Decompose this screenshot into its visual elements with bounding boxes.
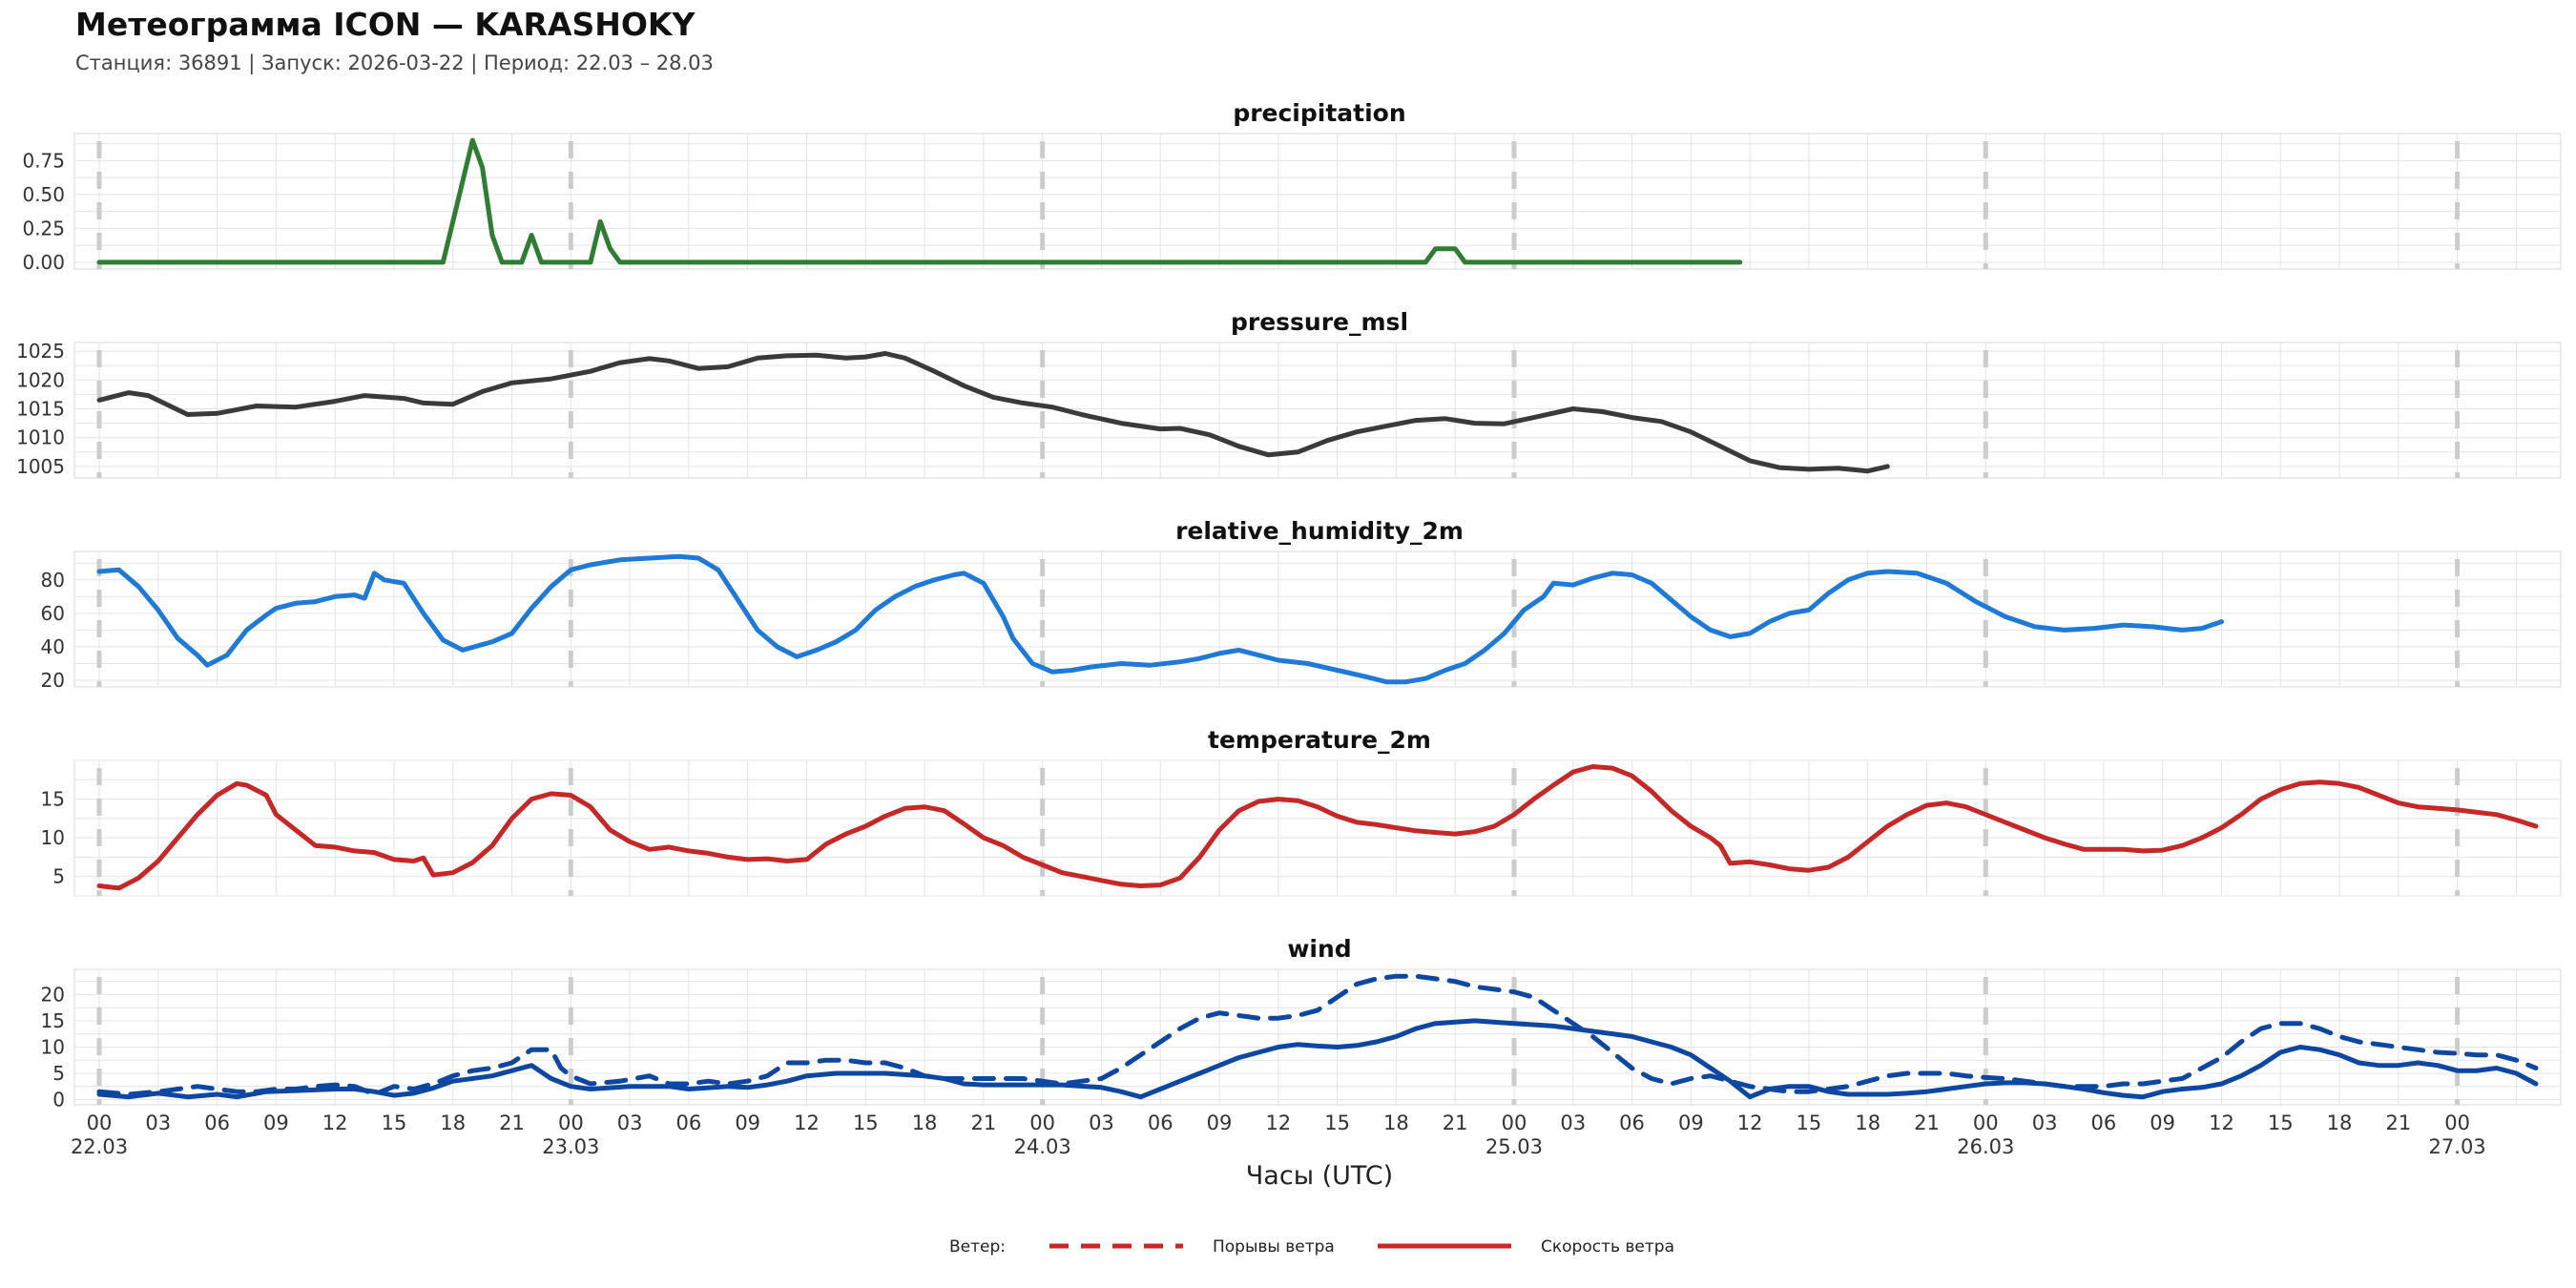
x-tick-hour: 15 (853, 1111, 879, 1134)
y-tick-label: 40 (41, 635, 65, 658)
y-tick-label: 5 (52, 865, 65, 888)
legend-gusts-label: Порывы ветра (1213, 1237, 1335, 1257)
panel-precipitation: precipitation 0.00 0.25 0.50 0.75 (22, 99, 2562, 274)
x-tick-hour: 21 (1914, 1111, 1940, 1134)
x-tick-day: 26.03 (1957, 1135, 2014, 1158)
x-tick-hour: 06 (1619, 1111, 1645, 1134)
x-tick-hour: 09 (1678, 1111, 1704, 1134)
x-tick-hour: 18 (1855, 1111, 1880, 1134)
plot-area (73, 342, 2562, 479)
x-tick-hour: 00 (558, 1111, 584, 1134)
x-tick-hour: 12 (2209, 1111, 2234, 1134)
x-tick-hour: 21 (499, 1111, 525, 1134)
x-tick-hour: 12 (1737, 1111, 1763, 1134)
x-axis-label: Часы (UTC) (1246, 1161, 1393, 1191)
series-line-solid (96, 1018, 2539, 1100)
x-tick-hour: 03 (145, 1111, 171, 1134)
x-tick-hour: 15 (2268, 1111, 2294, 1134)
y-tick-label: 60 (41, 602, 65, 625)
legend-title: Ветер: (949, 1237, 1006, 1257)
x-tick-hour: 03 (1089, 1111, 1114, 1134)
x-tick-hour: 09 (1207, 1111, 1233, 1134)
x-tick-hour: 06 (2091, 1111, 2117, 1134)
x-tick-hour: 18 (1383, 1111, 1409, 1134)
x-tick-hour: 21 (970, 1111, 996, 1134)
x-tick-hour: 09 (2150, 1111, 2175, 1134)
x-tick-hour: 12 (1265, 1111, 1291, 1134)
x-tick-hour: 12 (794, 1111, 820, 1134)
panel-pressure_msl: pressure_msl 1005 1010 1015 1020 1025 (16, 308, 2562, 479)
y-tick-label: 0.50 (22, 183, 65, 206)
y-tick-label: 15 (41, 788, 65, 811)
series-line-solid (96, 764, 2539, 891)
panel-title: relative_humidity_2m (1175, 517, 1464, 545)
x-tick-hour: 06 (676, 1111, 702, 1134)
series-line-solid (96, 351, 1890, 474)
y-tick-label: 1015 (16, 397, 65, 420)
panel-title: temperature_2m (1208, 726, 1431, 754)
panel-title: wind (1287, 935, 1351, 963)
x-tick-hour: 12 (322, 1111, 348, 1134)
x-tick-day: 23.03 (542, 1135, 599, 1158)
page-title: Метеограмма ICON — KARASHOKY (75, 6, 696, 43)
x-tick-hour: 18 (912, 1111, 938, 1134)
y-tick-label: 5 (52, 1062, 65, 1085)
x-tick-hour: 09 (263, 1111, 289, 1134)
x-tick-hour: 03 (2032, 1111, 2058, 1134)
y-tick-label: 15 (41, 1009, 65, 1032)
x-tick-hour: 21 (2385, 1111, 2411, 1134)
x-tick-hour: 15 (1797, 1111, 1822, 1134)
x-tick-hour: 18 (2327, 1111, 2353, 1134)
x-tick-hour: 00 (1029, 1111, 1055, 1134)
y-tick-label: 0.25 (22, 217, 65, 239)
y-tick-label: 80 (41, 569, 65, 592)
x-tick-day: 24.03 (1014, 1135, 1071, 1158)
legend-speed-label: Скорость ветра (1541, 1237, 1674, 1257)
x-tick-hour: 03 (1560, 1111, 1586, 1134)
y-tick-label: 0 (52, 1088, 65, 1111)
plot-area (73, 759, 2562, 897)
panel-temperature_2m: temperature_2m 5 10 15 (41, 726, 2562, 897)
x-tick-hour: 06 (204, 1111, 230, 1134)
chart-panels: precipitation 0.00 0.25 0.50 0.75 pressure_ms… (16, 99, 2562, 1111)
panel-wind: wind 0 5 10 15 20 (41, 935, 2562, 1111)
x-tick-hour: 06 (1148, 1111, 1174, 1134)
y-tick-label: 1005 (16, 455, 65, 478)
x-tick-hour: 15 (1324, 1111, 1350, 1134)
y-tick-label: 0.00 (22, 251, 65, 274)
y-tick-label: 0.75 (22, 149, 65, 172)
y-tick-label: 10 (41, 826, 65, 849)
panel-relative_humidity_2m: relative_humidity_2m 20 40 60 80 (41, 517, 2562, 692)
x-tick-hour: 03 (617, 1111, 643, 1134)
x-axis: 00 03 06 09 12 15 18 21 00 03 06 09 12 15 18 21 00 03 06 09… (71, 1111, 2486, 1158)
x-tick-day: 25.03 (1485, 1135, 1543, 1158)
panel-title: pressure_msl (1231, 308, 1408, 336)
x-tick-hour: 00 (2444, 1111, 2470, 1134)
x-tick-hour: 15 (382, 1111, 407, 1134)
y-tick-label: 20 (41, 983, 65, 1006)
page-subtitle: Станция: 36891 | Запуск: 2026-03-22 | Пе… (75, 52, 714, 74)
y-tick-label: 20 (41, 669, 65, 692)
x-tick-hour: 21 (1443, 1111, 1468, 1134)
x-tick-day: 27.03 (2429, 1135, 2486, 1158)
x-tick-hour: 18 (440, 1111, 466, 1134)
x-tick-hour: 00 (1502, 1111, 1527, 1134)
series-line-solid (96, 137, 1743, 265)
y-tick-label: 10 (41, 1035, 65, 1058)
y-tick-label: 1020 (16, 368, 65, 391)
x-tick-hour: 00 (87, 1111, 113, 1134)
y-tick-label: 1010 (16, 426, 65, 449)
x-tick-hour: 09 (735, 1111, 760, 1134)
panel-title: precipitation (1233, 99, 1405, 127)
y-tick-label: 1025 (16, 340, 65, 363)
x-tick-day: 22.03 (71, 1135, 128, 1158)
legend: Ветер: Порывы ветра Скорость ветра (949, 1237, 1674, 1257)
series-line-solid (96, 553, 2224, 685)
x-tick-hour: 00 (1973, 1111, 1999, 1134)
